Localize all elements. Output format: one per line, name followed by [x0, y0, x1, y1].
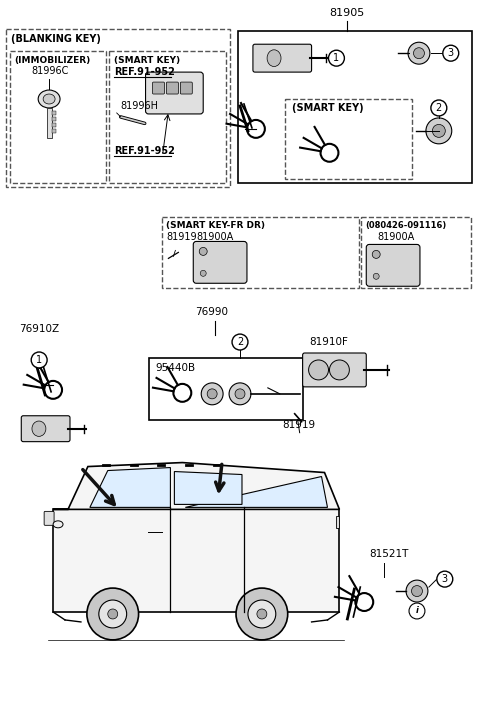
Text: 81900A: 81900A	[196, 233, 233, 243]
FancyBboxPatch shape	[153, 82, 165, 94]
Circle shape	[232, 334, 248, 350]
Circle shape	[257, 609, 267, 619]
Text: (SMART KEY): (SMART KEY)	[114, 56, 180, 65]
Circle shape	[99, 600, 127, 628]
Text: REF.91-952: REF.91-952	[114, 67, 175, 77]
Circle shape	[309, 360, 328, 380]
Text: (BLANKING KEY): (BLANKING KEY)	[12, 34, 101, 45]
Text: i: i	[416, 607, 419, 616]
Bar	[109, 51, 226, 182]
Text: 95440B: 95440B	[156, 363, 196, 373]
Polygon shape	[174, 472, 242, 504]
Text: 2: 2	[436, 103, 442, 113]
Text: 2: 2	[237, 337, 243, 347]
Ellipse shape	[32, 421, 46, 436]
Circle shape	[432, 124, 445, 137]
Circle shape	[409, 603, 425, 619]
FancyBboxPatch shape	[366, 245, 420, 286]
Text: 76910Z: 76910Z	[19, 324, 60, 334]
Circle shape	[229, 383, 251, 405]
Bar	[11, 51, 106, 182]
Bar	[6, 29, 230, 187]
FancyBboxPatch shape	[180, 82, 192, 94]
Text: (SMART KEY): (SMART KEY)	[292, 103, 363, 113]
Text: 81905: 81905	[330, 8, 365, 18]
Text: (SMART KEY-FR DR): (SMART KEY-FR DR)	[167, 221, 265, 230]
FancyBboxPatch shape	[21, 416, 70, 442]
Text: 3: 3	[442, 574, 448, 584]
Ellipse shape	[43, 94, 55, 104]
Circle shape	[329, 360, 349, 380]
Text: (080426-091116): (080426-091116)	[365, 221, 446, 230]
Circle shape	[108, 609, 118, 619]
Circle shape	[201, 383, 223, 405]
Ellipse shape	[38, 90, 60, 108]
Circle shape	[207, 389, 217, 399]
Text: 3: 3	[448, 48, 454, 58]
Circle shape	[413, 47, 424, 59]
Circle shape	[236, 588, 288, 640]
Circle shape	[200, 270, 206, 276]
Circle shape	[431, 100, 447, 116]
Bar	[238, 31, 472, 182]
Circle shape	[408, 42, 430, 64]
FancyBboxPatch shape	[302, 353, 366, 387]
Text: 81919: 81919	[282, 420, 315, 430]
Circle shape	[235, 389, 245, 399]
Text: 81521T: 81521T	[369, 549, 408, 559]
Bar	[336, 516, 339, 528]
Circle shape	[437, 571, 453, 587]
Circle shape	[248, 600, 276, 628]
Bar	[361, 216, 471, 288]
Circle shape	[31, 352, 47, 368]
Text: 81919: 81919	[167, 233, 197, 243]
Text: 1: 1	[36, 355, 42, 365]
Text: (IMMOBILIZER): (IMMOBILIZER)	[14, 56, 91, 65]
FancyBboxPatch shape	[253, 45, 312, 72]
Bar	[51, 117, 56, 121]
FancyBboxPatch shape	[44, 511, 54, 525]
Ellipse shape	[267, 49, 281, 66]
FancyBboxPatch shape	[167, 82, 179, 94]
Polygon shape	[185, 477, 327, 508]
Circle shape	[372, 250, 380, 258]
Circle shape	[443, 45, 459, 61]
FancyBboxPatch shape	[193, 242, 247, 284]
Circle shape	[411, 585, 422, 597]
Bar	[53, 509, 339, 612]
Bar	[47, 108, 51, 138]
Circle shape	[406, 580, 428, 602]
Circle shape	[426, 118, 452, 144]
Circle shape	[199, 247, 207, 255]
Bar	[148, 358, 302, 420]
Polygon shape	[53, 462, 339, 509]
Text: 81996H: 81996H	[120, 101, 159, 111]
FancyBboxPatch shape	[145, 72, 203, 114]
Bar	[285, 99, 412, 179]
Text: 81910F: 81910F	[310, 337, 348, 347]
Polygon shape	[90, 467, 170, 508]
Ellipse shape	[53, 521, 63, 528]
Circle shape	[373, 274, 379, 279]
Text: 1: 1	[334, 53, 339, 63]
Circle shape	[328, 50, 344, 66]
Bar	[51, 111, 56, 115]
Bar	[162, 216, 360, 288]
Bar	[51, 129, 56, 133]
Text: 76990: 76990	[195, 307, 228, 317]
Text: REF.91-952: REF.91-952	[114, 146, 175, 156]
Text: 81996C: 81996C	[31, 66, 69, 76]
Text: 81900A: 81900A	[377, 233, 414, 243]
Bar	[51, 123, 56, 127]
Circle shape	[87, 588, 139, 640]
